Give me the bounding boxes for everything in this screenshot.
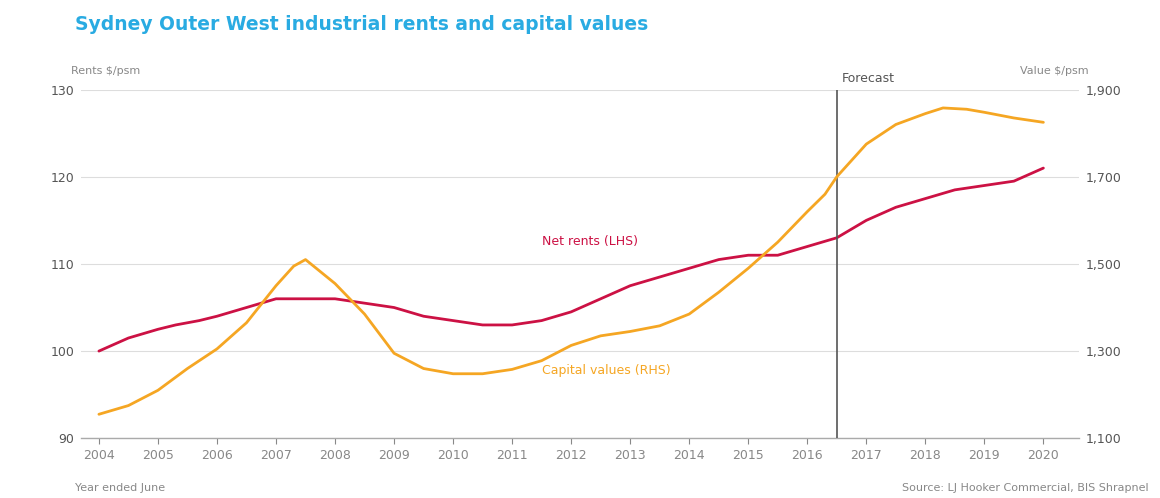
Text: Net rents (LHS): Net rents (LHS) [542,235,638,248]
Text: Sydney Outer West industrial rents and capital values: Sydney Outer West industrial rents and c… [75,15,648,34]
Text: Source: LJ Hooker Commercial, BIS Shrapnel: Source: LJ Hooker Commercial, BIS Shrapn… [901,483,1148,493]
Text: Capital values (RHS): Capital values (RHS) [542,364,670,377]
Text: Rents $/psm: Rents $/psm [71,66,140,76]
Text: Forecast: Forecast [841,72,894,85]
Text: Value $/psm: Value $/psm [1020,66,1089,76]
Text: Year ended June: Year ended June [75,483,166,493]
